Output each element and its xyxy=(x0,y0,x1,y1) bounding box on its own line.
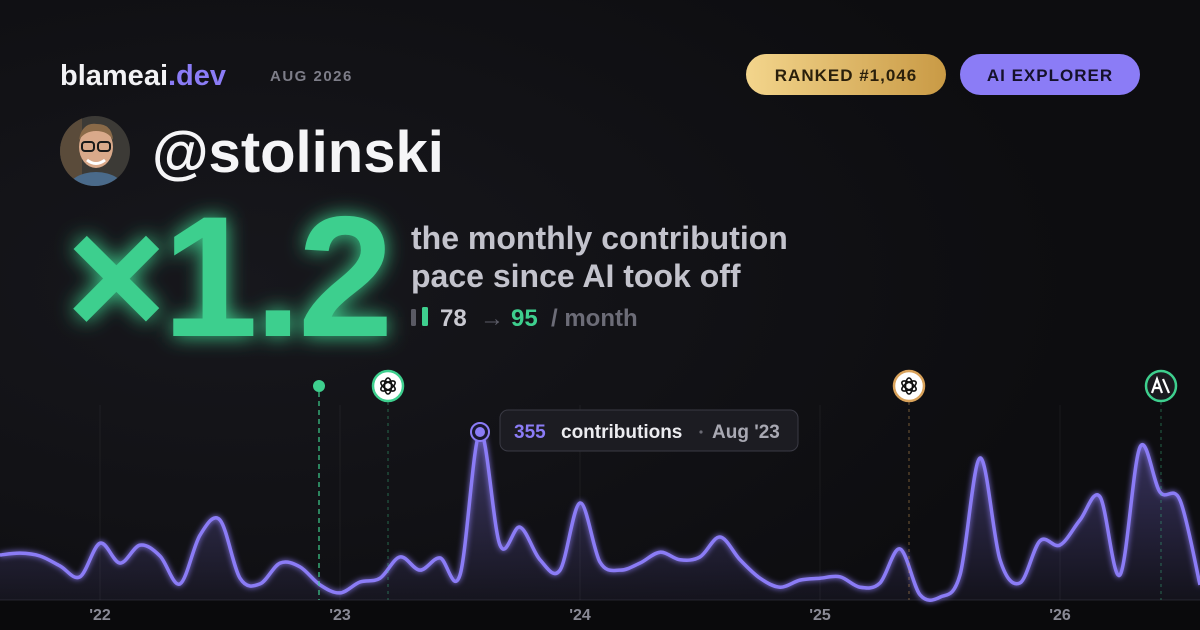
pace-after: 95 xyxy=(511,305,538,332)
event-dot xyxy=(313,380,325,392)
tooltip-value: 355 xyxy=(514,422,546,443)
x-tick-label: '23 xyxy=(329,607,351,624)
area-fill xyxy=(0,431,1200,601)
pace-icon-before xyxy=(411,309,416,326)
x-axis-strip xyxy=(0,600,1200,630)
pace-unit: / month xyxy=(551,305,638,332)
event-markers xyxy=(313,369,1178,600)
pace-icon-after xyxy=(422,307,428,326)
x-tick-label: '24 xyxy=(569,607,591,624)
x-tick-label: '25 xyxy=(809,607,831,624)
pace-arrow: → xyxy=(480,305,504,332)
caption-line-2: pace since AI took off xyxy=(411,258,741,294)
brand: blameai.dev xyxy=(60,60,226,92)
event-icon xyxy=(371,369,405,403)
rank-badge xyxy=(746,54,946,95)
highlight-point xyxy=(475,426,485,437)
tier-badge xyxy=(960,54,1140,95)
openai-logo xyxy=(380,377,396,395)
pace-before: 78 xyxy=(440,305,467,332)
rank-badge-text: RANKED #1,046 xyxy=(775,66,917,85)
multiplier: ×1.2 xyxy=(66,181,390,373)
period: AUG 2026 xyxy=(270,68,353,85)
line xyxy=(0,430,1200,602)
brand-name: blameai xyxy=(60,60,168,92)
tooltip-separator xyxy=(699,430,703,434)
x-tick-label: '26 xyxy=(1049,607,1071,624)
avatar xyxy=(60,116,130,186)
x-tick-label: '22 xyxy=(89,607,111,624)
brand-tld: .dev xyxy=(168,60,226,92)
tooltip-box xyxy=(499,409,799,452)
tooltip-label: contributions xyxy=(561,422,682,443)
event-icon xyxy=(1144,369,1178,403)
chart: '22 '23 '24 '25 '26 xyxy=(0,405,1200,630)
caption-line-1: the monthly contribution xyxy=(411,220,788,256)
anthropic-logo xyxy=(1150,375,1171,394)
handle: @stolinski xyxy=(152,120,444,185)
event-icon xyxy=(892,369,926,403)
tier-badge-text: AI EXPLORER xyxy=(987,66,1113,85)
tooltip-date: Aug '23 xyxy=(712,422,780,443)
tooltip: 355 contributions Aug '23 xyxy=(499,409,799,452)
openai-logo xyxy=(901,377,917,395)
